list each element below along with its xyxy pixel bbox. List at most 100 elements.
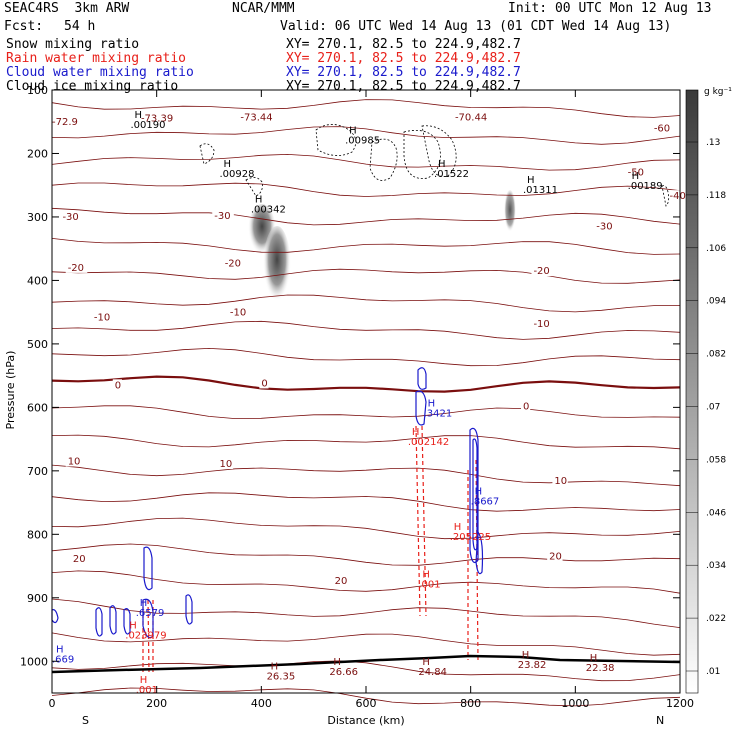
snow-shading [248,190,516,310]
rain-contour [415,425,421,617]
contour-label: 10 [219,459,232,470]
contour-label: -40 [670,191,686,202]
contour-label: 0 [115,380,121,391]
contour-label-bg [50,115,84,127]
rain-contour [421,425,427,617]
contour-label-bg [65,261,88,273]
contour-label-bg [60,211,83,223]
maximum-value-label: .6579 [136,608,165,619]
cloud-water-contours [51,367,484,639]
temperature-contour [51,464,681,487]
cloud-contour [51,609,59,624]
direction-north: N [656,714,664,727]
colorbar-tick-label: .01 [706,667,720,677]
maximum-h-marker: H [438,159,446,170]
snow-core-central [263,226,291,310]
colorbar-tick-label: .058 [706,455,726,465]
valid-time: Valid: 06 UTC Wed 14 Aug 13 (01 CDT Wed … [280,19,672,34]
maximum-value-label: .669 [52,655,74,666]
colorbar [685,89,699,694]
y-tick-label: 1000 [20,655,48,668]
maximum-value-label: 22.38 [586,663,615,674]
contour-label: 0 [261,378,267,389]
contour-label: -50 [628,168,644,179]
temperature-contour [51,632,681,656]
cloud-ice-contours [199,124,670,207]
contour-label-bg [531,317,554,329]
y-tick-label: 700 [27,465,48,478]
contour-label: 20 [73,554,86,565]
org-label: NCAR/MMM [232,1,295,16]
field-label-snow: Snow mixing ratio [6,37,140,52]
cloud-contour [475,530,484,575]
colorbar-tick-label: .106 [706,244,726,254]
maximum-h-marker: H [140,598,148,609]
field-xy-snow: XY= 270.1, 82.5 to 224.9,482.7 [286,37,521,52]
y-tick-label: 200 [27,147,48,160]
init-time: Init: 00 UTC Mon 12 Aug 13 [508,1,712,16]
maximum-h-marker: H [56,645,64,656]
y-tick-label: 800 [27,528,48,541]
rain-contour [147,599,150,673]
forecast-hour: 54 h [64,19,96,34]
terrain-line [51,654,681,674]
contour-label-bg [259,377,269,389]
cloud-contour [142,598,154,639]
colorbar-tick-label: .07 [706,403,720,413]
x-tick-label: 0 [49,697,56,710]
cloud-contour [415,390,427,426]
temperature-contour [51,517,681,540]
snow-core-east [504,190,516,234]
maximum-value-label: .205225 [450,532,491,543]
y-tick-label: 400 [27,274,48,287]
maximum-h-marker: H [454,522,462,533]
maximum-value-label: .00342 [251,205,286,216]
contour-label-bg [238,111,279,123]
contour-label-bg [70,553,87,565]
colorbar-tick-label: .046 [706,508,726,518]
contour-label-bg [667,190,690,202]
contour-label: 0 [523,401,529,412]
temperature-contour [51,660,681,682]
x-axis-label: Distance (km) [327,714,404,727]
x-tick-label: 400 [251,697,272,710]
maximum-value-label: 26.35 [267,672,296,683]
colorbar-ticks: .01 .022 .034 .046 .058 .07 .082 .094 .106 .118 .1… [686,138,726,677]
contour-label: -30 [62,212,78,223]
cloud-contour [417,367,427,390]
maximum-value-label: .3421 [424,408,453,419]
contour-label-bg [452,111,494,123]
temperature-contour [51,294,681,313]
colorbar-unit: g kg⁻¹ [704,87,732,97]
maximum-value-label: .00190 [131,120,166,131]
contour-label-bg [547,550,563,562]
direction-south: S [82,714,89,727]
ice-contour [245,177,263,197]
temperature-contour [51,99,681,118]
maximum-value-label: .8667 [471,496,500,507]
temperature-contour [51,434,681,450]
contour-label: -10 [230,307,246,318]
contour-label-bg [112,379,122,391]
contour-label-bg [531,265,554,277]
maximum-h-marker: H [135,110,143,121]
x-tick-label: 200 [146,697,167,710]
temperature-contour [51,153,681,171]
cloud-contour [95,607,103,637]
maximum-value-label: .00928 [219,169,254,180]
maximum-h-marker: H [271,662,279,673]
y-tick-label: 500 [27,338,48,351]
contour-label: -73.44 [240,112,272,123]
field-label-rain: Rain water mixing ratio [6,51,187,66]
maximum-h-marker: H [349,125,357,136]
axes: 0 200 400 600 800 1000 12001002003004005006007… [20,84,694,710]
contour-label: 10 [554,476,567,487]
maximum-value-label: 26.66 [329,667,358,678]
contour-label-bg [521,400,531,412]
contour-label-bg [552,475,568,487]
cloud-contour [123,608,131,635]
contour-label-bg [594,220,616,232]
cloud-contour [185,594,193,625]
contour-label: -73.39 [141,114,173,125]
temperature-contour [51,182,681,197]
